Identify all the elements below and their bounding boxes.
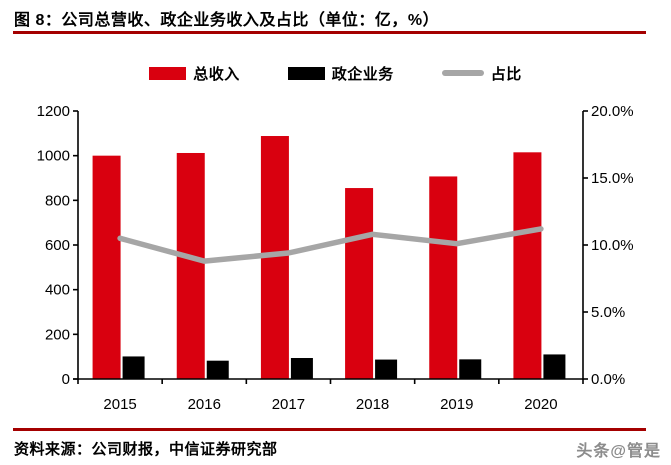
right-axis-label: 0.0% — [591, 371, 625, 388]
bar-gov-enterprise-2016 — [206, 360, 229, 379]
bar-gov-enterprise-2015 — [122, 356, 145, 379]
x-axis-label: 2018 — [356, 396, 389, 413]
title-divider — [13, 31, 646, 34]
total-revenue-swatch — [149, 66, 187, 80]
ratio-line-swatch — [441, 70, 484, 76]
left-axis-label: 200 — [45, 326, 70, 343]
bar-total-revenue-2019 — [429, 176, 458, 379]
right-axis-label: 5.0% — [591, 304, 625, 321]
x-axis-label: 2016 — [188, 396, 221, 413]
gov-enterprise-swatch — [287, 66, 325, 80]
legend-label: 政企业务 — [331, 65, 394, 83]
bar-total-revenue-2018 — [345, 188, 374, 379]
right-axis-label: 15.0% — [591, 170, 634, 187]
ratio-line — [117, 226, 544, 264]
footer-divider — [13, 428, 646, 431]
figure-title: 图 8：公司总营收、政企业务收入及占比（单位：亿，%） — [14, 12, 440, 29]
watermark: 头条@管是 — [576, 443, 661, 460]
legend-label: 占比 — [490, 65, 522, 83]
x-axis-label: 2017 — [272, 396, 305, 413]
bar-total-revenue-2015 — [92, 155, 121, 379]
x-axis-label: 2019 — [440, 396, 473, 413]
right-axis-label: 10.0% — [591, 237, 634, 254]
bar-total-revenue-2016 — [176, 152, 205, 379]
legend-item-gov-enterprise: 政企业务 — [287, 63, 394, 84]
left-axis-label: 800 — [45, 192, 70, 209]
source-note: 资料来源：公司财报，中信证券研究部 — [14, 441, 278, 458]
x-axis-label: 2020 — [524, 396, 557, 413]
bar-total-revenue-2020 — [513, 152, 542, 379]
bar-gov-enterprise-2020 — [543, 354, 566, 379]
bar-gov-enterprise-2017 — [290, 358, 313, 379]
legend-item-total-revenue: 总收入 — [149, 63, 240, 84]
left-axis-label: 600 — [45, 237, 70, 254]
x-axis-label: 2015 — [103, 396, 136, 413]
left-axis-label: 1200 — [37, 103, 70, 120]
left-axis-label: 0 — [62, 371, 70, 388]
bar-gov-enterprise-2018 — [375, 359, 398, 379]
bar-gov-enterprise-2019 — [459, 359, 482, 379]
right-axis-label: 20.0% — [591, 103, 634, 120]
legend-label: 总收入 — [193, 65, 240, 83]
left-axis-label: 1000 — [37, 148, 70, 165]
legend-item-ratio: 占比 — [441, 63, 522, 84]
chart-legend: 总收入 政企业务 占比 — [0, 60, 671, 86]
left-axis-label: 400 — [45, 282, 70, 299]
